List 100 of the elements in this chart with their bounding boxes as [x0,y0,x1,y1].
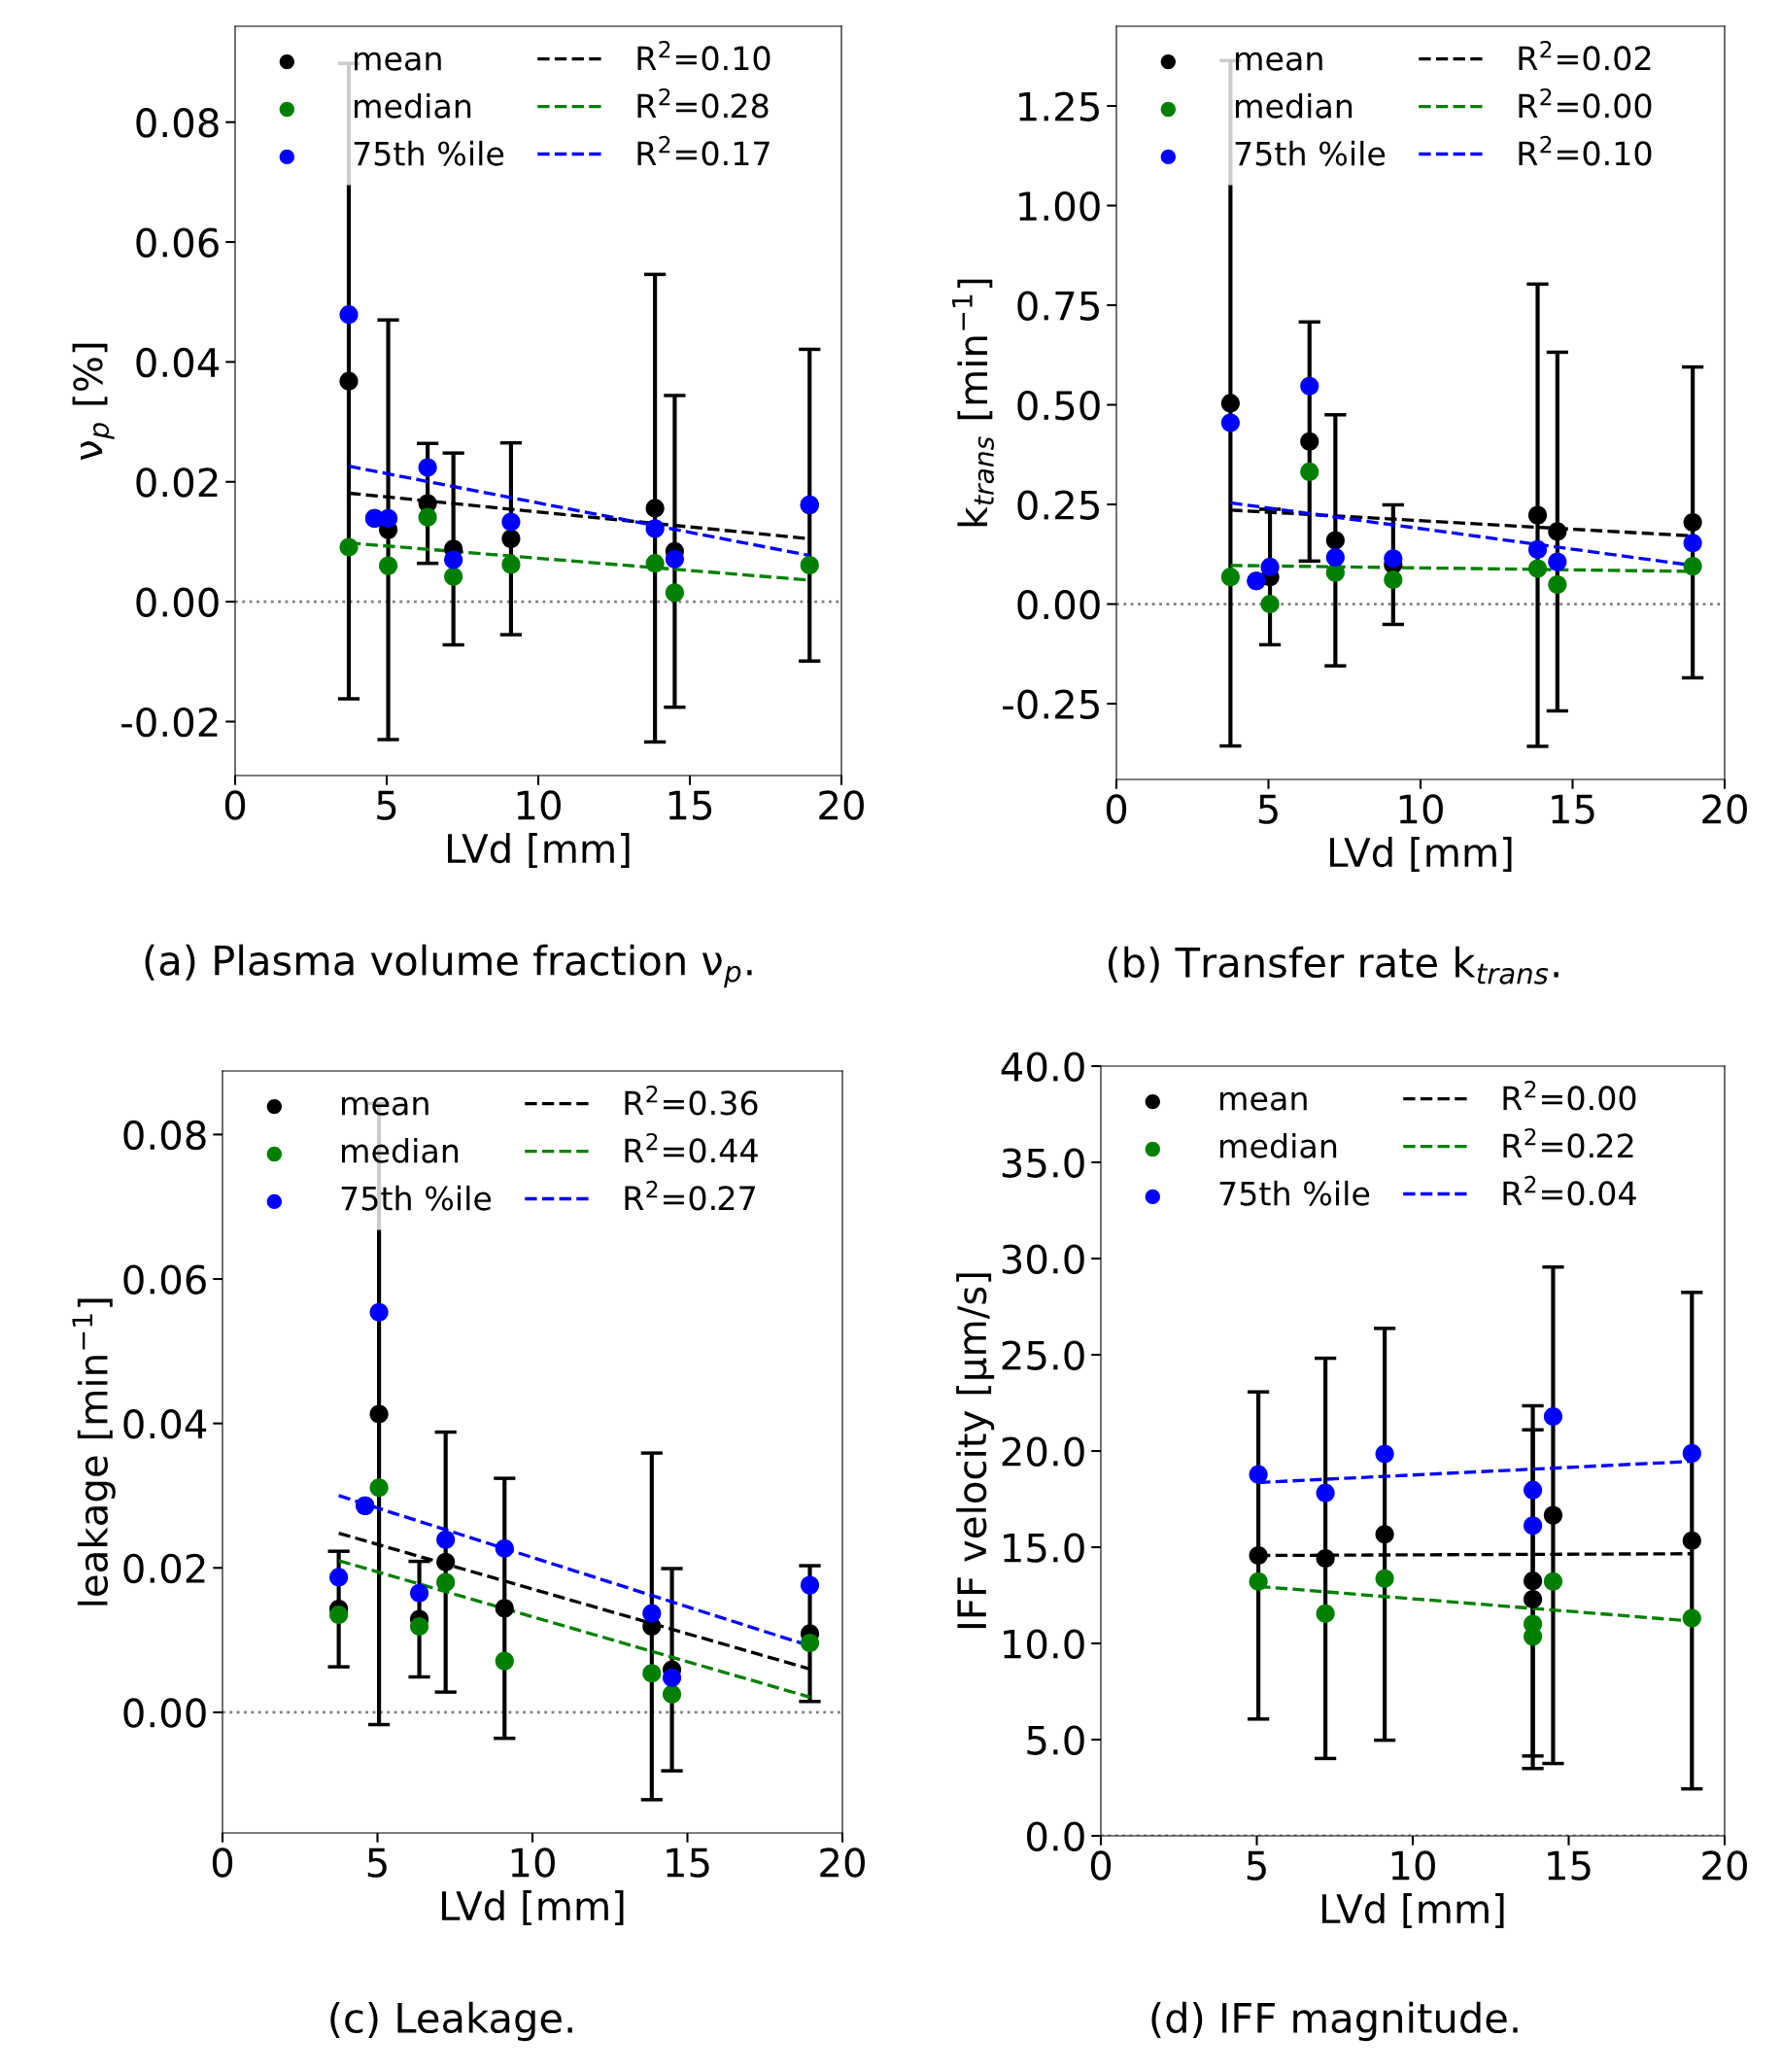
x-axis-title: LVd [mm] [1330,837,1512,873]
point [1220,413,1240,432]
point [1683,557,1702,576]
x-tick-label: 10 [1391,1850,1435,1881]
legend-label: median [1236,92,1353,119]
point [1260,557,1280,577]
point [1543,1571,1563,1591]
point [645,499,665,518]
point [339,371,359,391]
point [378,556,398,575]
point [436,1530,456,1549]
legend-label: mean [342,1096,428,1116]
y-tick-label: 20.0 [1002,1436,1084,1467]
point [1316,1483,1335,1502]
x-axis-title: LVd [mm] [448,833,630,869]
legend-label: median [342,1137,459,1163]
y-tick-label: 0.75 [1017,291,1099,321]
point [1249,1465,1268,1484]
y-tick-label: 40.0 [1001,1052,1084,1082]
point [1249,1571,1268,1591]
x-tick-label: 5 [1258,794,1278,824]
legend-label: R$^{2}$=0.36 [625,1085,758,1116]
y-tick-label: 25.0 [1002,1340,1084,1370]
legend-label: R$^{2}$=0.17 [637,135,770,166]
legend-label: R$^{2}$=0.00 [1503,1080,1636,1111]
y-tick-label: -0.25 [1003,689,1099,719]
y-tick-label: 1.25 [1019,91,1099,121]
point [662,1668,682,1687]
x-tick-label: 0 [212,1848,233,1878]
point [501,555,521,574]
point [1682,1531,1701,1550]
point [800,1575,820,1595]
point [1249,1545,1268,1566]
point [1375,1569,1394,1588]
legend-label: R$^{2}$=0.27 [625,1180,755,1211]
point [339,305,359,325]
text: (d) IFF magnitude. [1151,2001,1518,2042]
point [369,1302,389,1322]
x-tick-label: 0 [224,790,246,820]
point [665,583,684,603]
x-tick-label: 20 [1702,1850,1747,1881]
y-axis-title: leakage [min$^{−1}$] [72,1298,116,1606]
point [495,1599,514,1618]
point [329,1568,349,1587]
point [369,1404,389,1424]
x-axis-title: LVd [mm] [1322,1893,1504,1929]
x-tick-label: 5 [367,1848,387,1878]
legend-label: median [1220,1132,1337,1158]
y-tick-label: 0.02 [123,1553,205,1584]
point [1548,552,1567,571]
point [1527,539,1548,559]
point [495,1651,514,1671]
point [444,550,463,570]
point [1524,1571,1543,1591]
x-tick-label: 0 [1090,1850,1112,1881]
point [1527,505,1548,525]
point [418,507,437,527]
legend-label: R$^{2}$=0.10 [637,40,771,71]
point [642,1664,662,1683]
x-tick-label: 15 [1548,1850,1591,1881]
x-tick-label: 20 [1702,794,1747,824]
point [1316,1604,1335,1623]
text: (b) Transfer rate k$_{trans}$. [1108,946,1558,984]
y-tick-label: 0.06 [123,1264,206,1295]
y-tick-label: 5.0 [1027,1725,1084,1755]
y-axis-title: IFF velocity [μm/s] [956,1273,995,1629]
point [1524,1589,1543,1609]
point [1220,394,1240,413]
point [1384,570,1403,590]
point [645,519,665,538]
y-tick-label: 10.0 [1004,1629,1084,1659]
point [800,1633,820,1653]
point [409,1616,429,1637]
point [1683,534,1702,553]
point [665,549,684,569]
point [1548,522,1567,541]
x-tick-label: 0 [1106,794,1127,824]
point [1524,1627,1543,1646]
y-tick-label: 0.04 [136,347,220,378]
x-tick-label: 20 [820,1848,865,1878]
y-tick-label: 35.0 [1002,1148,1084,1178]
point [436,1552,456,1571]
point [1527,559,1548,578]
point [1384,549,1403,569]
legend-label: 75th %ile [1235,140,1386,166]
point [1260,595,1280,614]
point [1543,1505,1563,1525]
point [1325,548,1345,568]
legend-label: 75th %ile [1219,1180,1370,1206]
point [1682,1608,1701,1628]
point [1683,512,1702,533]
y-tick-label: 0.25 [1017,490,1099,520]
point [645,554,665,573]
y-tick-label: -0.02 [121,707,218,738]
x-tick-label: 20 [819,790,864,820]
point [1375,1444,1394,1464]
legend-label: R$^{2}$=0.02 [1519,40,1651,71]
point [1524,1516,1543,1536]
legend-label: 75th %ile [341,1185,492,1211]
text: (c) Leakage. [330,2001,572,2042]
